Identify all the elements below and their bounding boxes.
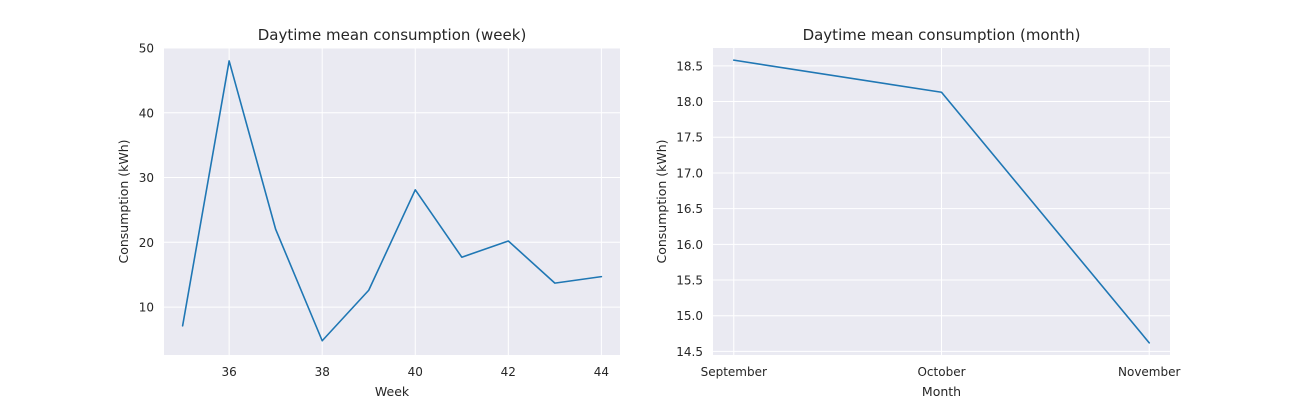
monthly-y-tick-label: 14.5 [676, 345, 703, 359]
weekly-y-tick-label: 10 [139, 301, 154, 315]
monthly-chart-title: Daytime mean consumption (month) [803, 26, 1081, 44]
monthly-consumption-chart: 14.5 15.0 15.5 16.0 16.5 17.0 17.5 18.0 18.5 Sept… [654, 26, 1181, 399]
monthly-x-tick-label: October [917, 365, 965, 379]
weekly-y-tick-label: 30 [139, 171, 154, 185]
weekly-tick-labels: 10 20 30 40 50 36 38 40 42 44 [139, 42, 609, 380]
monthly-y-tick-label: 17.5 [676, 131, 703, 145]
weekly-chart-title: Daytime mean consumption (week) [258, 26, 527, 44]
monthly-y-tick-label: 15.0 [676, 309, 703, 323]
weekly-y-tick-label: 50 [139, 42, 154, 56]
weekly-x-tick-label: 42 [501, 365, 516, 379]
monthly-x-tick-label: November [1118, 365, 1180, 379]
monthly-y-tick-label: 17.0 [676, 166, 703, 180]
monthly-y-tick-label: 16.0 [676, 238, 703, 252]
monthly-gridlines [713, 48, 1170, 355]
monthly-y-tick-label: 16.5 [676, 202, 703, 216]
monthly-y-tick-label: 15.5 [676, 274, 703, 288]
weekly-y-tick-label: 20 [139, 236, 154, 250]
weekly-y-axis-label: Consumption (kWh) [116, 139, 131, 263]
weekly-x-tick-label: 44 [594, 365, 609, 379]
weekly-x-tick-label: 38 [315, 365, 330, 379]
monthly-series-line [732, 59, 1151, 344]
weekly-series-layer [181, 60, 603, 342]
monthly-y-tick-label: 18.5 [676, 59, 703, 73]
monthly-series-layer [732, 59, 1151, 344]
weekly-x-tick-label: 36 [222, 365, 237, 379]
monthly-y-axis-label: Consumption (kWh) [654, 139, 669, 263]
weekly-y-tick-label: 40 [139, 106, 154, 120]
monthly-x-tick-label: September [701, 365, 767, 379]
weekly-x-tick-label: 40 [408, 365, 423, 379]
monthly-x-axis-label: Month [922, 384, 961, 399]
weekly-consumption-chart: 10 20 30 40 50 36 38 40 42 44 Daytime mean consum… [116, 26, 620, 399]
weekly-series-line [181, 60, 603, 342]
monthly-tick-labels: 14.5 15.0 15.5 16.0 16.5 17.0 17.5 18.0 18.5 Sept… [676, 59, 1180, 379]
weekly-plot-area [164, 48, 620, 355]
monthly-y-tick-label: 18.0 [676, 95, 703, 109]
weekly-gridlines [164, 47, 620, 355]
weekly-x-axis-label: Week [375, 384, 410, 399]
